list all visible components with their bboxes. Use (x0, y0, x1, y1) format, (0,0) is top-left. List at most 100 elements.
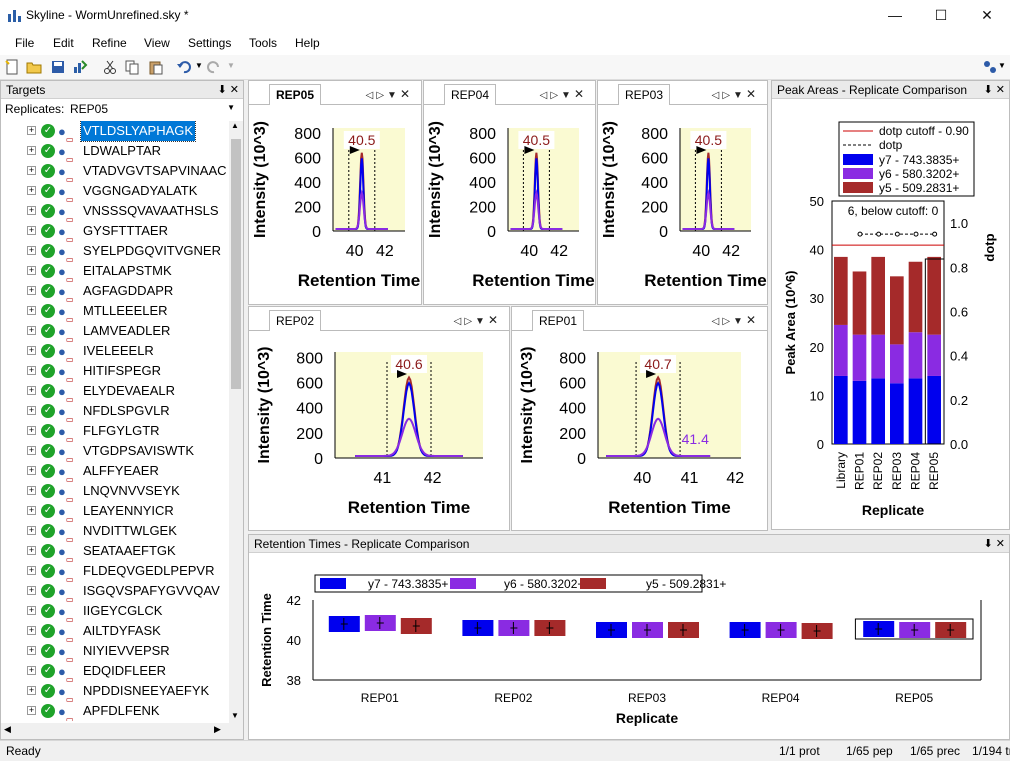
menu-tools[interactable]: Tools (249, 36, 278, 50)
replicates-dropdown[interactable]: REP05 ▼ (67, 100, 241, 118)
expand-icon[interactable]: + (27, 545, 36, 555)
menu-refine[interactable]: Refine (92, 36, 127, 50)
tree-row[interactable]: + ✓ ● ▭ ELYDEVAEALR (1, 381, 229, 404)
tab-list-icon[interactable]: ▼ (561, 90, 574, 101)
tab-list-icon[interactable]: ▼ (733, 316, 746, 327)
tree-row[interactable]: + ✓ ● ▭ LDWALPTAR (1, 141, 229, 164)
expand-icon[interactable]: + (27, 165, 36, 175)
retention-times-chart[interactable]: y7 - 743.3835+ y6 - 580.3202+ y5 - 509.283… (249, 554, 1009, 739)
tab-rep03[interactable]: REP03 (618, 84, 671, 105)
tab-rep05[interactable]: REP05 (269, 84, 322, 105)
scroll-thumb[interactable] (231, 139, 241, 389)
tab-prev-icon[interactable]: ◁ (539, 90, 551, 101)
tab-prev-icon[interactable]: ◁ (365, 90, 377, 101)
tab-prev-icon[interactable]: ◁ (711, 90, 723, 101)
pin-icon[interactable]: ⬇ (983, 538, 993, 550)
close-icon[interactable]: ✕ (995, 538, 1005, 550)
chromatogram-plot[interactable]: 800 600 400 200 0 40 41 42 Intensity (10^3) Reten… (512, 332, 767, 531)
tree-row[interactable]: + ✓ ● ▭ VTADVGVTSAPVINAAC (1, 161, 229, 184)
tab-close-icon[interactable]: ✕ (399, 87, 413, 101)
cut-icon[interactable] (102, 59, 118, 75)
tree-row[interactable]: + ✓ ● ▭ NPDDISNEEYAEFYK (1, 681, 229, 704)
tree-row[interactable]: + ✓ ● ▭ IVELEEELR (1, 341, 229, 364)
close-icon[interactable]: ✕ (995, 84, 1005, 96)
peptide-tree[interactable]: + ✓ ● ▭ VTLDSLYAPHAGK + ✓ ● ▭ LDWALPTAR + ✓ ● ▭ VTADVG… (1, 121, 229, 721)
expand-icon[interactable]: + (27, 385, 36, 395)
undo-icon[interactable] (176, 59, 192, 75)
copy-icon[interactable] (124, 59, 140, 75)
tab-prev-icon[interactable]: ◁ (711, 316, 723, 327)
expand-icon[interactable]: + (27, 285, 36, 295)
tree-row[interactable]: + ✓ ● ▭ EITALAPSTMK (1, 261, 229, 284)
tab-next-icon[interactable]: ▷ (722, 316, 734, 327)
chromatogram-plot[interactable]: 800 600 400 200 0 40 42 Intensity (10^3) Retenti… (249, 106, 421, 305)
tab-close-icon[interactable]: ✕ (573, 87, 587, 101)
tree-row[interactable]: + ✓ ● ▭ IIGEYCGLCK (1, 601, 229, 624)
tab-close-icon[interactable]: ✕ (487, 313, 501, 327)
tree-row[interactable]: + ✓ ● ▭ GYSFTTTAER (1, 221, 229, 244)
peptide-settings-icon[interactable] (982, 59, 998, 75)
tab-list-icon[interactable]: ▼ (733, 90, 746, 101)
tab-list-icon[interactable]: ▼ (387, 90, 400, 101)
tree-row[interactable]: + ✓ ● ▭ NIYIEVVEPSR (1, 641, 229, 664)
open-folder-icon[interactable] (26, 59, 42, 75)
close-button[interactable]: ✕ (981, 7, 993, 23)
menu-edit[interactable]: Edit (53, 36, 74, 50)
tree-row[interactable]: + ✓ ● ▭ FLFGYLGTR (1, 421, 229, 444)
chromatogram-plot[interactable]: 800 600 400 200 0 41 42 Intensity (10^3) Retenti… (249, 332, 509, 531)
chromatogram-plot[interactable]: 800 600 400 200 0 40 42 Intensity (10^3) Retenti… (598, 106, 767, 305)
tree-row[interactable]: + ✓ ● ▭ LEAYENNYICR (1, 501, 229, 524)
expand-icon[interactable]: + (27, 125, 36, 135)
tab-close-icon[interactable]: ✕ (745, 87, 759, 101)
scroll-down-icon[interactable]: ▼ (231, 711, 239, 720)
close-icon[interactable]: ✕ (229, 84, 239, 96)
tree-scrollbar[interactable]: ▲ ▼ (229, 121, 243, 723)
expand-icon[interactable]: + (27, 505, 36, 515)
tree-row[interactable]: + ✓ ● ▭ NFDLSPGVLR (1, 401, 229, 424)
undo-dropdown-icon[interactable]: ▼ (195, 61, 203, 70)
expand-icon[interactable]: + (27, 645, 36, 655)
expand-icon[interactable]: + (27, 685, 36, 695)
menu-settings[interactable]: Settings (188, 36, 232, 50)
tree-row[interactable]: + ✓ ● ▭ HITIFSPEGR (1, 361, 229, 384)
tree-row[interactable]: + ✓ ● ▭ VTGDPSAVISWTK (1, 441, 229, 464)
tree-row[interactable]: + ✓ ● ▭ EDQIDFLEER (1, 661, 229, 684)
tree-row[interactable]: + ✓ ● ▭ AILTDYFASK (1, 621, 229, 644)
expand-icon[interactable]: + (27, 665, 36, 675)
tree-row[interactable]: + ✓ ● ▭ ALFFYEAER (1, 461, 229, 484)
redo-dropdown-icon[interactable]: ▼ (227, 61, 235, 70)
redo-icon[interactable] (206, 59, 222, 75)
tab-next-icon[interactable]: ▷ (722, 90, 734, 101)
tab-list-icon[interactable]: ▼ (475, 316, 488, 327)
maximize-button[interactable]: ☐ (934, 7, 948, 23)
tree-row[interactable]: + ✓ ● ▭ SEATAAEFTGK (1, 541, 229, 564)
minimize-button[interactable]: — (888, 7, 902, 23)
expand-icon[interactable]: + (27, 565, 36, 575)
tree-row[interactable]: + ✓ ● ▭ AGFAGDDAPR (1, 281, 229, 304)
expand-icon[interactable]: + (27, 405, 36, 415)
tree-hscrollbar[interactable]: ◀ ▶ (1, 723, 243, 739)
tab-prev-icon[interactable]: ◁ (453, 316, 465, 327)
tree-row[interactable]: + ✓ ● ▭ VNSSSQVAVAATHSLS (1, 201, 229, 224)
expand-icon[interactable]: + (27, 485, 36, 495)
expand-icon[interactable]: + (27, 605, 36, 615)
chromatogram-plot[interactable]: 800 600 400 200 0 40 42 Intensity (10^3) Retenti… (424, 106, 595, 305)
menu-view[interactable]: View (144, 36, 170, 50)
pin-icon[interactable]: ⬇ (217, 84, 227, 96)
expand-icon[interactable]: + (27, 245, 36, 255)
settings-dropdown-icon[interactable]: ▼ (998, 61, 1006, 70)
pin-icon[interactable]: ⬇ (983, 84, 993, 96)
save-icon[interactable] (50, 59, 66, 75)
tree-row[interactable]: + ✓ ● ▭ FLDEQVGEDLPEPVR (1, 561, 229, 584)
tab-rep01[interactable]: REP01 (532, 310, 585, 331)
scroll-right-icon[interactable]: ▶ (214, 724, 221, 734)
expand-icon[interactable]: + (27, 365, 36, 375)
expand-icon[interactable]: + (27, 225, 36, 235)
tree-row[interactable]: + ✓ ● ▭ LAMVEADLER (1, 321, 229, 344)
tab-next-icon[interactable]: ▷ (376, 90, 388, 101)
expand-icon[interactable]: + (27, 525, 36, 535)
expand-icon[interactable]: + (27, 265, 36, 275)
expand-icon[interactable]: + (27, 585, 36, 595)
new-document-icon[interactable] (4, 59, 20, 75)
